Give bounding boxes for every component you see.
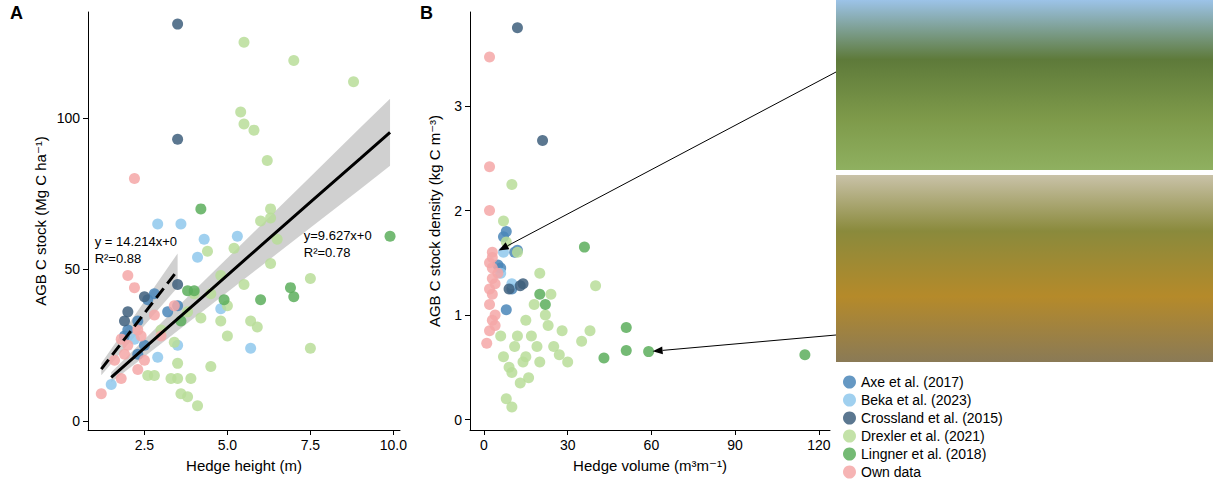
svg-text:Axe et al. (2017): Axe et al. (2017): [861, 374, 964, 390]
svg-text:y=9.627x+0: y=9.627x+0: [304, 228, 372, 243]
svg-text:3: 3: [454, 98, 462, 114]
svg-text:B: B: [420, 3, 433, 23]
svg-text:Own data: Own data: [861, 464, 921, 480]
svg-text:120: 120: [807, 437, 831, 453]
svg-text:Lingner et al. (2018): Lingner et al. (2018): [861, 446, 986, 462]
svg-text:90: 90: [727, 437, 743, 453]
svg-text:A: A: [10, 3, 23, 23]
svg-text:Crossland et al. (2015): Crossland et al. (2015): [861, 410, 1003, 426]
svg-text:1: 1: [454, 307, 462, 323]
svg-text:Hedge volume (m³m⁻¹): Hedge volume (m³m⁻¹): [573, 457, 727, 474]
svg-text:60: 60: [644, 437, 660, 453]
svg-text:0: 0: [480, 437, 488, 453]
svg-text:0: 0: [454, 412, 462, 428]
svg-text:30: 30: [560, 437, 576, 453]
svg-text:2: 2: [454, 203, 462, 219]
svg-text:Hedge height (m): Hedge height (m): [186, 457, 302, 474]
svg-text:AGB C stock density (kg C m⁻³): AGB C stock density (kg C m⁻³): [426, 115, 443, 327]
svg-text:7.5: 7.5: [301, 437, 321, 453]
svg-text:5.0: 5.0: [218, 437, 238, 453]
svg-text:R²=0.88: R²=0.88: [95, 251, 142, 266]
svg-text:10.0: 10.0: [380, 437, 407, 453]
svg-text:y = 14.214x+0: y = 14.214x+0: [95, 234, 177, 249]
svg-text:Beka et al. (2023): Beka et al. (2023): [861, 392, 972, 408]
svg-text:R²=0.78: R²=0.78: [304, 245, 351, 260]
svg-text:100: 100: [57, 110, 81, 126]
svg-text:0: 0: [72, 413, 80, 429]
svg-text:2.5: 2.5: [135, 437, 155, 453]
svg-text:50: 50: [64, 261, 80, 277]
svg-text:AGB C stock (Mg C ha⁻¹): AGB C stock (Mg C ha⁻¹): [32, 136, 49, 306]
svg-text:Drexler et al. (2021): Drexler et al. (2021): [861, 428, 985, 444]
